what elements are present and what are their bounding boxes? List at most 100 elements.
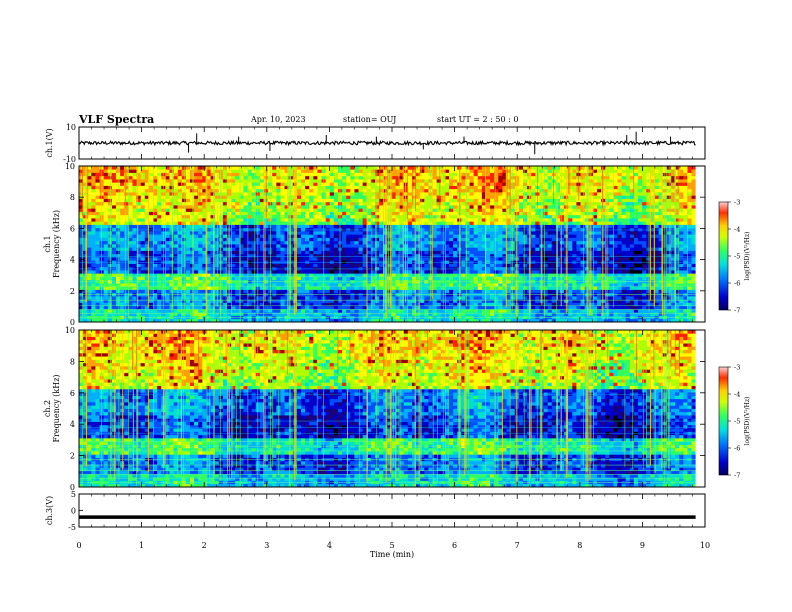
spectrogram-cell — [284, 305, 290, 310]
spectrogram-cell — [461, 237, 466, 242]
spectrogram-cell — [99, 286, 105, 290]
spectrogram-cell — [169, 318, 174, 323]
spectrogram-cell — [95, 214, 100, 219]
spectrogram-cell — [210, 276, 216, 281]
spectrogram-cell — [411, 266, 417, 271]
spectrogram-cell — [181, 198, 187, 203]
spectrogram-cell — [420, 198, 425, 203]
spectrogram-cell — [79, 302, 84, 307]
spectrogram-cell — [222, 192, 228, 196]
spectrogram-cell — [325, 312, 331, 316]
spectrogram-cell — [116, 302, 121, 307]
x-ticks — [78, 127, 706, 159]
spectrogram-cell — [305, 192, 310, 196]
spectrogram-cell — [214, 211, 220, 216]
spectrogram-cell — [494, 283, 499, 287]
spectrogram-cell — [407, 270, 413, 274]
spectrogram-cell — [407, 224, 413, 229]
spectrogram-cell — [366, 192, 372, 196]
spectrogram-cell — [79, 201, 84, 206]
spectrogram-cell — [235, 182, 240, 186]
spectrogram-cell — [284, 266, 290, 271]
spectrogram-cell — [116, 231, 121, 235]
spectrogram-cell — [251, 309, 257, 313]
spectrogram-cell — [243, 188, 248, 193]
spectrogram-cell — [152, 182, 158, 186]
spectrogram-cell — [366, 309, 372, 313]
spectrogram-cell — [473, 270, 479, 274]
spectrogram-cell — [300, 266, 306, 271]
spectrogram-cell — [485, 253, 491, 258]
spectrogram-cell — [296, 260, 302, 264]
spectrogram-cell — [342, 182, 347, 186]
spectrogram-cell — [210, 214, 216, 219]
spectrogram-cell — [124, 169, 129, 173]
spectrogram-cell — [485, 305, 491, 310]
spectrogram-cell — [243, 305, 248, 310]
spectrogram-cell — [194, 182, 199, 186]
spectrogram-cell — [243, 169, 248, 173]
spectrogram-cell — [477, 185, 483, 190]
spectrogram-cell — [103, 211, 109, 216]
spectrogram-cell — [399, 198, 405, 203]
spectrogram-cell — [453, 253, 458, 258]
spectrogram-cell — [235, 283, 240, 287]
spectrogram-cell — [79, 224, 84, 229]
spectrogram-cell — [120, 299, 125, 303]
spectrogram-cell — [210, 263, 216, 268]
spectrogram-cell — [259, 205, 265, 209]
spectrogram-cell — [189, 198, 195, 203]
spectrogram-cell — [181, 253, 187, 258]
spectrogram-cell — [95, 208, 100, 212]
spectrogram-cell — [169, 205, 174, 209]
spectrogram-cell — [313, 305, 318, 310]
spectrogram-cell — [185, 253, 191, 258]
spectrogram-cell — [272, 169, 277, 173]
spectrogram-cell — [469, 283, 475, 287]
spectrogram-cell — [399, 214, 405, 219]
spectrogram-cell — [333, 192, 339, 196]
spectrogram-cell — [79, 208, 84, 212]
spectrogram-cell — [407, 201, 413, 206]
spectrogram-cell — [210, 188, 216, 193]
spectrogram-cell — [235, 211, 240, 216]
spectrogram-cell — [432, 309, 438, 313]
spectrogram-cell — [305, 260, 310, 264]
spectrogram-cell — [387, 273, 392, 277]
spectrogram-cell — [321, 302, 327, 307]
spectrogram-cell — [136, 227, 142, 232]
spectrogram-cell — [370, 208, 376, 212]
spectrogram-cell — [214, 201, 220, 206]
spectrogram-cell — [325, 276, 331, 281]
spectrogram-cell — [313, 198, 318, 203]
spectrogram-cell — [247, 231, 253, 235]
spectrogram-cell — [120, 179, 125, 183]
spectrogram-cell — [185, 224, 191, 229]
spectrogram-cell — [284, 201, 290, 206]
spectrogram-cell — [136, 172, 142, 177]
spectrogram-cell — [325, 172, 331, 177]
spectrogram-cell — [124, 179, 129, 183]
spectrogram-cell — [128, 224, 133, 229]
spectrogram-cell — [284, 218, 290, 222]
spectrogram-cell — [358, 231, 364, 235]
spectrogram-cell — [111, 175, 117, 180]
spectrogram-cell — [87, 192, 92, 196]
spectrogram-cell — [99, 260, 105, 264]
spectrogram-cell — [432, 312, 438, 316]
spectrogram-cell — [490, 192, 495, 196]
spectrogram-cell — [296, 305, 302, 310]
spectrogram-cell — [173, 166, 179, 170]
spectrogram-cell — [189, 247, 195, 251]
spectrogram-cell — [317, 289, 322, 294]
spectrogram-cell — [481, 182, 487, 186]
spectrogram-cell — [202, 263, 207, 268]
spectrogram-cell — [494, 247, 499, 251]
spectrogram-cell — [300, 211, 306, 216]
spectrogram-cell — [444, 214, 450, 219]
spectrogram-cell — [222, 182, 228, 186]
spectrogram-cell — [391, 172, 396, 177]
spectrogram-cell — [391, 214, 396, 219]
spectrogram-cell — [461, 240, 466, 245]
spectrogram-cell — [83, 305, 88, 310]
